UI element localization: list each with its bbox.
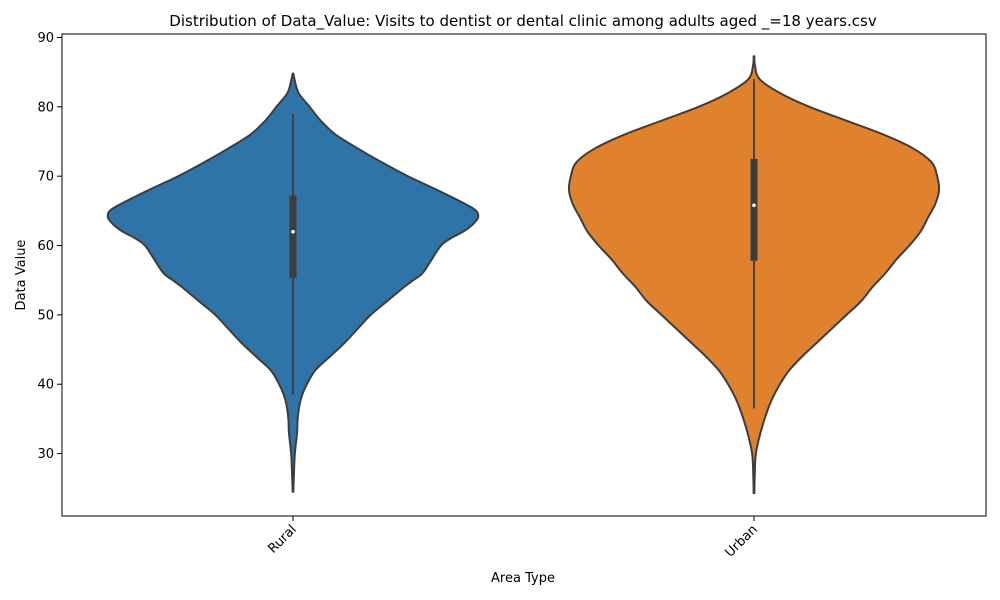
y-tick-label: 30 (37, 447, 54, 462)
violin-median-urban (752, 203, 756, 208)
violin-urban (567, 55, 941, 495)
y-tick-label: 90 (37, 31, 54, 46)
violin-rural (106, 72, 480, 493)
y-axis: 30 40 50 60 70 80 90 (37, 31, 62, 462)
y-tick-label: 80 (37, 100, 54, 115)
y-tick-label: 50 (37, 308, 54, 323)
x-tick-label-rural: Rural (265, 522, 299, 556)
y-tick-label: 70 (37, 170, 54, 185)
violin-median-rural (291, 229, 295, 234)
y-tick-label: 40 (37, 378, 54, 393)
x-axis: Rural Urban (265, 516, 761, 561)
violin-iqr-box-rural (289, 195, 297, 279)
plot-frame (61, 33, 987, 517)
violins-layer (106, 55, 941, 495)
x-axis-label: Area Type (491, 571, 555, 586)
y-axis-label: Data Value (14, 240, 29, 311)
chart-title: Distribution of Data_Value: Visits to de… (169, 12, 877, 31)
x-tick-label-urban: Urban (722, 522, 760, 560)
violin-iqr-box-urban (750, 158, 758, 261)
y-tick-label: 60 (37, 239, 54, 254)
